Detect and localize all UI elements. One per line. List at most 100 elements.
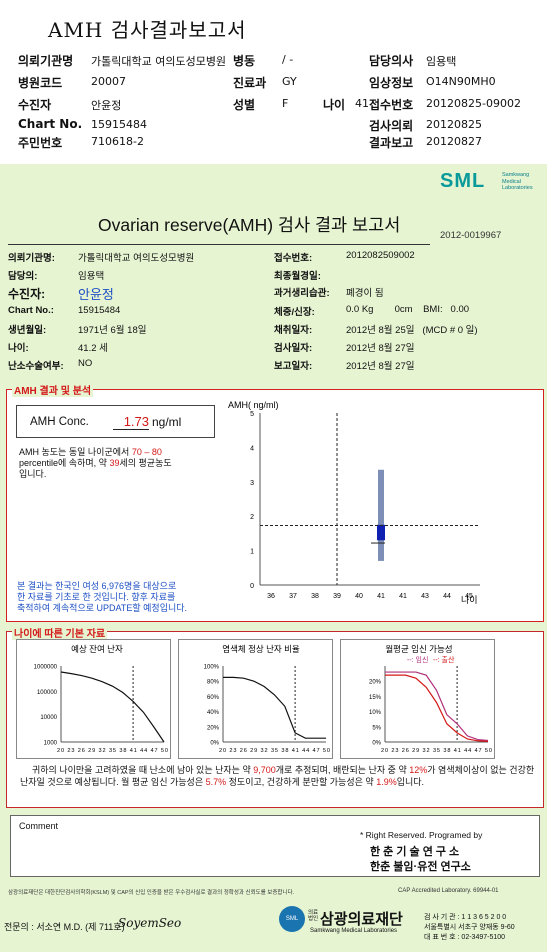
- mini3-y-tick: 15%: [369, 695, 382, 701]
- mini3-y-tick: 5%: [372, 725, 381, 731]
- value-report-date: 20120827: [426, 135, 482, 148]
- label-ward: 병동: [233, 54, 256, 68]
- value-age: 41: [355, 97, 369, 110]
- org-name-1: 한 춘 기 술 연 구 소: [370, 846, 460, 858]
- value-clinical-info: O14N90MH0: [426, 75, 496, 88]
- percentile-text: AMH 농도는 동일 나이군에서 70 – 80 percentile에 속하며…: [19, 447, 172, 480]
- amh-conc-box: [16, 405, 215, 438]
- reference-note: 본 결과는 한국인 여성 6,976명을 대상으로 한 자료를 기초로 한 것입…: [17, 581, 187, 614]
- amh-y-tick: 2: [250, 514, 254, 521]
- mini1-y-tick: 100000: [37, 690, 58, 696]
- amh-y-tick: 1: [250, 549, 254, 556]
- label-birth-r: 생년월일:: [8, 325, 47, 336]
- value-institution: 가톨릭대학교 여의도성모병원: [91, 55, 227, 68]
- comment-label: Comment: [19, 821, 59, 831]
- mini2-y-tick: 60%: [207, 695, 220, 701]
- summary-s8: 정도이고,: [228, 777, 265, 787]
- logo-sub-2: Medical: [502, 178, 521, 185]
- amh-report: SML Samkwang Medical Laboratories Ovaria…: [0, 164, 547, 952]
- label-lmp-r: 최종월경일:: [274, 271, 321, 282]
- rights-text: * Right Reserved. Programed by: [360, 830, 483, 840]
- value-patient-r: 안윤정: [78, 287, 114, 302]
- sml-logo-text: SML: [440, 170, 486, 192]
- value-reported-r: 2012년 8월 27일: [346, 361, 415, 372]
- doctor-name: 전문의 : 서소연 M.D. (제 711호): [4, 922, 125, 932]
- label-receipt-no: 접수번호: [369, 98, 414, 112]
- label-history-r: 과거생리습관:: [274, 288, 330, 299]
- value-birth-r: 1971년 6월 18일: [78, 325, 147, 336]
- label-receipt-r: 접수번호:: [274, 253, 313, 264]
- summary-birth-pct: 1.9%: [376, 777, 397, 787]
- percentile-p6: 입니다.: [19, 469, 47, 479]
- label-age: 나이: [323, 98, 346, 112]
- label-clinical-info: 임상정보: [369, 76, 414, 90]
- value-ward: / -: [282, 53, 294, 66]
- amh-iqr-bar: [377, 524, 385, 541]
- company-prefix: 의료법인: [308, 910, 319, 922]
- value-sex: F: [282, 97, 289, 110]
- mini1-title: 예상 잔여 난자: [71, 644, 123, 654]
- mini3-x-ticks: 20 23 26 29 32 35 38 41 44 47 50: [381, 748, 492, 754]
- mini2-title: 염색체 정상 난자 비율: [222, 644, 300, 654]
- summary-s4: 약: [398, 765, 407, 775]
- company-address: 서울특별시 서초구 양재동 9-60: [424, 924, 515, 931]
- percentile-p5: 세의 평균농도: [119, 458, 172, 468]
- company-phone: 대 표 번 호 : 02-3497-5100: [424, 934, 506, 941]
- summary-s1: 귀하의 나이만을 고려하였을 때 난소에 남아 있는 난자는 약: [32, 765, 251, 775]
- mini2-y-tick: 100%: [204, 665, 220, 671]
- note-line-1: 본 결과는 한국인 여성 6,976명을 대상으로: [17, 581, 177, 591]
- mini3-series-출산: [385, 674, 489, 742]
- value-physician-r: 임용택: [78, 271, 105, 282]
- value-receipt-no: 20120825-09002: [426, 97, 521, 110]
- report-number: 2012-0019967: [440, 230, 502, 241]
- comment-box: [10, 815, 540, 877]
- percentile-p1: AMH 농도는 동일 나이군에서: [19, 447, 130, 457]
- amh-x-tick: 41: [399, 593, 407, 600]
- amh-x-tick: 37: [289, 593, 297, 600]
- mini1-series-line: [60, 671, 165, 743]
- mini1-y-tick: 1000000: [34, 665, 58, 671]
- summary-text: 귀하의 나이만을 고려하였을 때 난소에 남아 있는 난자는 약 9,700개로…: [20, 764, 540, 788]
- mini2-y-tick: 20%: [207, 725, 220, 731]
- mini1-y-tick: 1000: [44, 741, 58, 747]
- label-surgery-r: 난소수술여부:: [8, 361, 64, 372]
- label-chart-no: Chart No.: [18, 117, 83, 131]
- label-report-date: 결과보고: [369, 136, 414, 150]
- amh-conc-label: AMH Conc.: [30, 416, 89, 428]
- label-age-r: 나이:: [8, 343, 29, 354]
- value-hospital-code: 20007: [91, 75, 126, 88]
- mini3-y-tick: 10%: [369, 710, 382, 716]
- mini2-series-line: [223, 676, 326, 739]
- amh-x-tick: 43: [421, 593, 429, 600]
- amh-y-tick: 5: [250, 411, 254, 418]
- summary-s9: 건강하게 분만할 가능성은 약: [266, 777, 374, 787]
- value-doctor: 임용택: [426, 55, 457, 68]
- value-weight-r: 0.0 Kg 0cm BMI: 0.00: [346, 304, 470, 315]
- footer-cap: CAP Accredited Laboratory. 69944-01: [398, 888, 499, 894]
- amh-y-tick: 3: [250, 480, 254, 487]
- amh-x-tick: 44: [443, 593, 451, 600]
- amh-x-tick: 36: [267, 593, 275, 600]
- summary-s6: 가 염색체이상이 없는 건강한 난자일 것으로 예상됩니다. 월 평균 임신 가…: [20, 765, 535, 787]
- label-resident-no: 주민번호: [18, 136, 63, 150]
- mini2-y-tick: 40%: [207, 710, 220, 716]
- value-age-r: 41.2 세: [78, 343, 108, 354]
- company-name: 삼광의료재단: [320, 911, 403, 928]
- legend-birth: --: 출산: [433, 655, 455, 664]
- label-collected-r: 채취일자:: [274, 325, 313, 336]
- mini3-title: 월평균 임신 가능성: [385, 644, 452, 654]
- amh-x-tick: 41: [377, 593, 385, 600]
- label-patient-r: 수진자:: [8, 287, 46, 301]
- amh-x-tick: 39: [333, 593, 341, 600]
- amh-x-tick: 40: [355, 593, 363, 600]
- label-chart-r: Chart No.:: [8, 305, 54, 316]
- separator: [8, 244, 430, 245]
- logo-sub-1: Samkwang: [502, 172, 530, 178]
- mini2-y-tick: 0%: [210, 741, 219, 747]
- label-sex: 성별: [233, 98, 256, 112]
- amh-y-tick: 4: [250, 445, 254, 452]
- company-name-en: Samkwang Medical Laboratories: [310, 928, 398, 934]
- label-doctor: 담당의사: [369, 54, 414, 68]
- page-title: AMH 검사결과보고서: [48, 18, 247, 42]
